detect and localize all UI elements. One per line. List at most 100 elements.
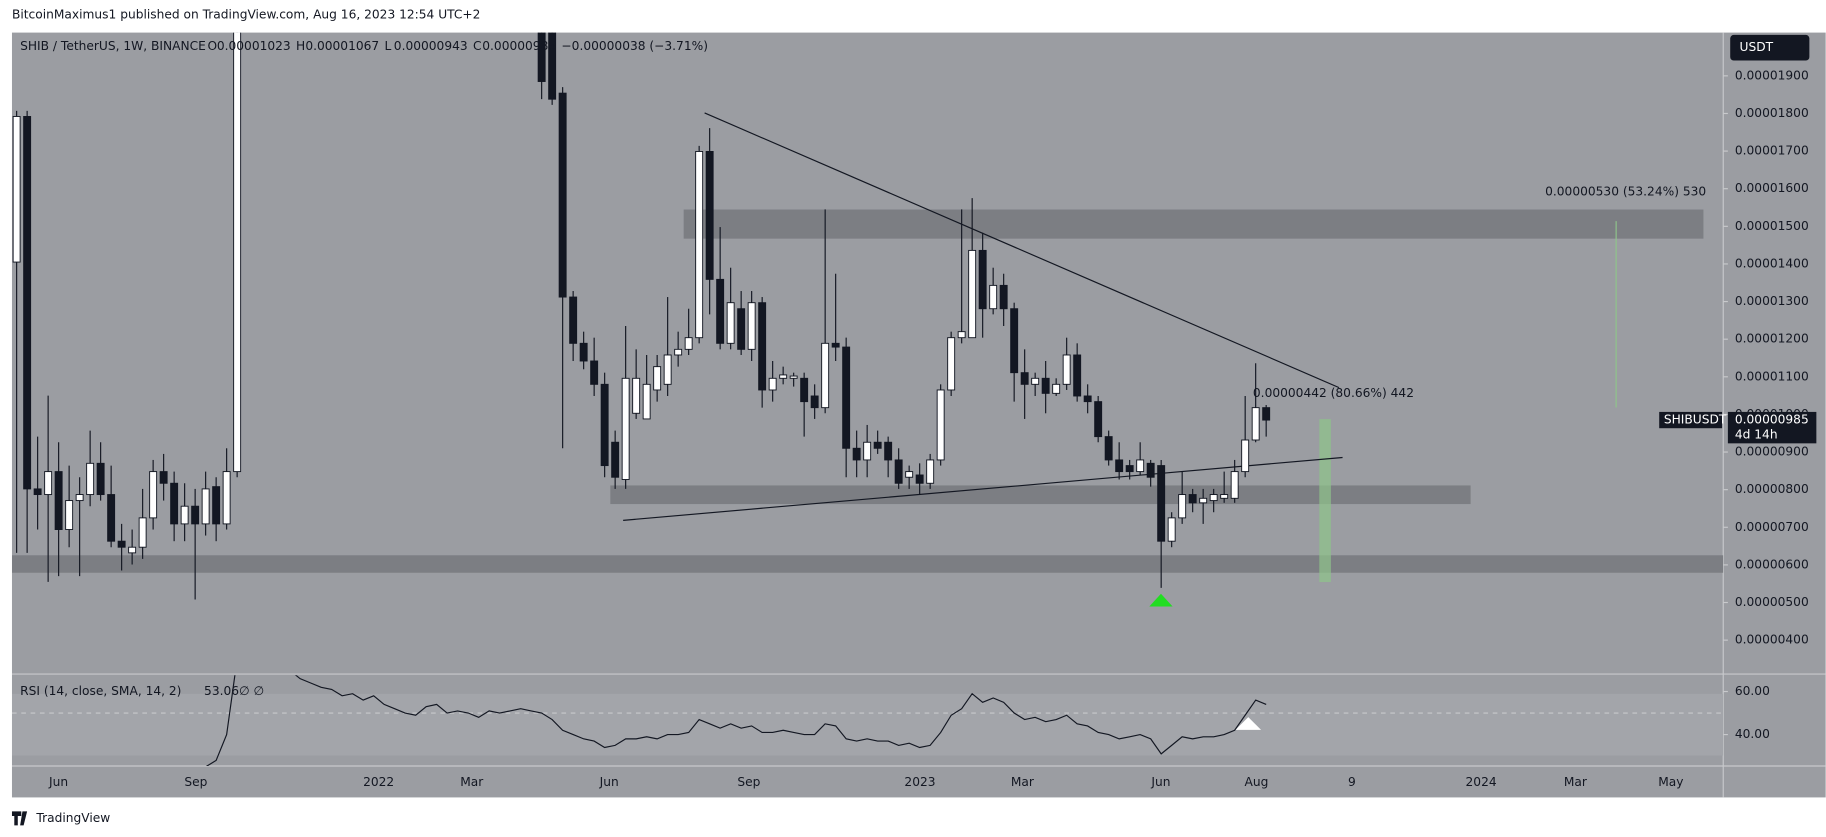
candle-body: [569, 296, 578, 344]
candle-body: [117, 540, 126, 548]
candle-body: [1157, 465, 1166, 542]
candle-body: [758, 302, 767, 391]
y-tick-label: 0.00001400: [1735, 256, 1809, 270]
symbol-title: SHIB / TetherUS, 1W, BINANCE: [20, 39, 206, 53]
candle-body: [989, 284, 998, 310]
candles: [12, 32, 1271, 600]
rsi-value: 53.06: [204, 684, 239, 698]
candle-body: [810, 395, 819, 409]
y-tick-label: 0.00001100: [1735, 369, 1809, 383]
resistance-zone: [683, 209, 1704, 239]
candle-body: [1220, 494, 1229, 499]
candle-body: [537, 32, 546, 82]
candle-body: [548, 32, 557, 100]
candle-body: [107, 494, 116, 542]
candle-body: [75, 494, 84, 502]
candle-body: [684, 337, 693, 350]
y-tick-label: 0.00000700: [1735, 520, 1809, 534]
candle-body: [1178, 494, 1187, 519]
candle-body: [978, 249, 987, 310]
rsi-line: [205, 675, 1267, 766]
candle-body: [705, 151, 714, 280]
candle-body: [1209, 494, 1218, 502]
candle-body: [1052, 383, 1061, 394]
candle-body: [44, 471, 53, 496]
candle-body: [33, 488, 42, 496]
trend-line: [704, 112, 1340, 389]
candle-body: [642, 383, 651, 420]
x-tick-label: May: [1658, 775, 1683, 789]
x-tick-label: 2024: [1466, 775, 1497, 789]
y-tick-label: 0.00000900: [1735, 445, 1809, 459]
candle-body: [716, 278, 725, 344]
candle-body: [842, 346, 851, 449]
x-tick-label: Mar: [1011, 775, 1035, 789]
rsi-tick-label: 60.00: [1735, 684, 1770, 698]
candle-body: [695, 151, 704, 339]
candle-body: [632, 377, 641, 414]
candle-body: [768, 377, 777, 391]
y-tick-label: 0.00001800: [1735, 106, 1809, 120]
up-arrow: [1149, 593, 1173, 607]
currency-button[interactable]: [1730, 34, 1810, 61]
candle-body: [138, 517, 147, 548]
candle-body: [821, 342, 830, 409]
x-tick-label: Jun: [599, 775, 619, 789]
candle-body: [23, 116, 32, 490]
measure-bar: [1319, 419, 1331, 583]
candle-body: [149, 471, 158, 519]
x-tick-label: 2022: [363, 775, 394, 789]
candle-body: [1188, 494, 1197, 504]
rsi-label: RSI (14, close, SMA, 14, 2): [20, 684, 181, 698]
rsi-extra: ∅ ∅: [239, 684, 264, 698]
candle-body: [884, 441, 893, 461]
candle-body: [1125, 465, 1134, 473]
candle-body: [558, 92, 567, 298]
candle-body: [737, 308, 746, 350]
currency-label[interactable]: USDT: [1740, 40, 1774, 54]
candle-body: [789, 375, 798, 379]
symbol-tag-label: SHIBUSDT: [1664, 413, 1727, 427]
candle-body: [1136, 459, 1145, 473]
ohlc-item: −0.00000038 (−3.71%): [561, 39, 708, 53]
support-zone: [610, 485, 1471, 505]
price-tag-label: 0.00000985: [1735, 413, 1809, 427]
candle-body: [831, 342, 840, 348]
candle-body: [1167, 517, 1176, 542]
x-tick-label: 9: [1348, 775, 1356, 789]
candle-body: [201, 488, 210, 525]
candle-body: [1083, 395, 1092, 403]
candle-body: [852, 447, 861, 461]
candle-body: [1094, 401, 1103, 438]
x-tick-label: Aug: [1244, 775, 1268, 789]
candle-body: [1230, 471, 1239, 499]
candle-body: [579, 342, 588, 362]
y-tick-label: 0.00000600: [1735, 557, 1809, 571]
candle-body: [233, 32, 242, 473]
annotation: 0.00000442 (80.66%) 442: [1253, 386, 1414, 400]
y-tick-label: 0.00000400: [1735, 633, 1809, 647]
candle-body: [1073, 354, 1082, 397]
publisher: BitcoinMaximus1 published on TradingView…: [12, 8, 480, 22]
candle-body: [873, 441, 882, 449]
candle-body: [1241, 439, 1250, 473]
candle-body: [747, 302, 756, 350]
candle-body: [1010, 308, 1019, 374]
brand: TradingView: [35, 811, 110, 825]
candle-body: [222, 471, 231, 525]
ohlc-item: 0.00001023: [217, 39, 291, 53]
candle-body: [180, 505, 189, 525]
candle-body: [621, 377, 630, 480]
x-tick-label: Sep: [184, 775, 207, 789]
candle-body: [800, 377, 809, 403]
support-zone: [11, 555, 1724, 573]
symbol-tag: [1659, 411, 1723, 429]
candle-body: [1020, 372, 1029, 385]
rsi-band: [11, 693, 1724, 756]
candle-body: [1031, 377, 1040, 385]
y-tick-label: 0.00001500: [1735, 219, 1809, 233]
candle-body: [926, 459, 935, 484]
y-tick-label: 0.00001700: [1735, 144, 1809, 158]
ohlc-item: 0.00000943: [394, 39, 468, 53]
